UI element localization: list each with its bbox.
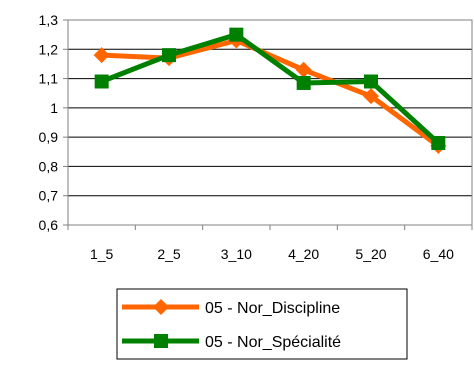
y-tick-label: 1 <box>50 100 58 116</box>
series-group <box>93 27 447 154</box>
data-point <box>229 27 244 42</box>
y-tick-label: 0,6 <box>39 217 59 233</box>
legend: 05 - Nor_Discipline 05 - Nor_Spécialité <box>116 288 408 360</box>
data-point <box>431 136 446 150</box>
legend-marker <box>153 299 169 315</box>
data-point <box>94 74 109 89</box>
legend-marker <box>154 334 168 348</box>
data-point <box>363 88 379 105</box>
data-point <box>93 47 110 64</box>
series-1 <box>93 32 447 154</box>
x-tick-label: 2_5 <box>157 246 181 262</box>
data-point <box>296 75 311 90</box>
x-tick-label: 5_20 <box>355 246 386 262</box>
data-point <box>364 74 378 89</box>
legend-entry-1: 05 - Nor_Discipline <box>122 299 340 317</box>
y-tick-label: 1,1 <box>39 71 59 87</box>
x-tick-label: 6_40 <box>423 246 454 262</box>
legend-entry-2: 05 - Nor_Spécialité <box>122 334 341 351</box>
series-2 <box>94 27 446 150</box>
data-point <box>295 61 312 78</box>
x-axis-tick-labels: 1_5 2_5 3_10 4_20 5_20 6_40 <box>90 246 454 262</box>
plot-area-frame <box>67 19 473 226</box>
x-tick-label: 4_20 <box>288 246 319 262</box>
legend-label: 05 - Nor_Spécialité <box>205 334 341 351</box>
series-line <box>100 32 441 145</box>
y-tick-label: 1,2 <box>39 41 59 57</box>
legend-label: 05 - Nor_Discipline <box>205 300 340 317</box>
data-point <box>162 48 176 63</box>
x-tick-label: 3_10 <box>221 246 252 262</box>
y-tick-label: 1,3 <box>39 12 59 28</box>
legend-items: 05 - Nor_Discipline 05 - Nor_Spécialité <box>122 299 341 351</box>
y-tick-label: 0,7 <box>39 188 59 204</box>
y-tick-label: 0,8 <box>39 158 59 174</box>
y-axis-tick-labels: 0,6 0,7 0,8 0,9 1 1,1 1,2 1,3 <box>39 12 59 233</box>
x-tick-label: 1_5 <box>90 246 114 262</box>
y-tick-label: 0,9 <box>39 129 59 145</box>
